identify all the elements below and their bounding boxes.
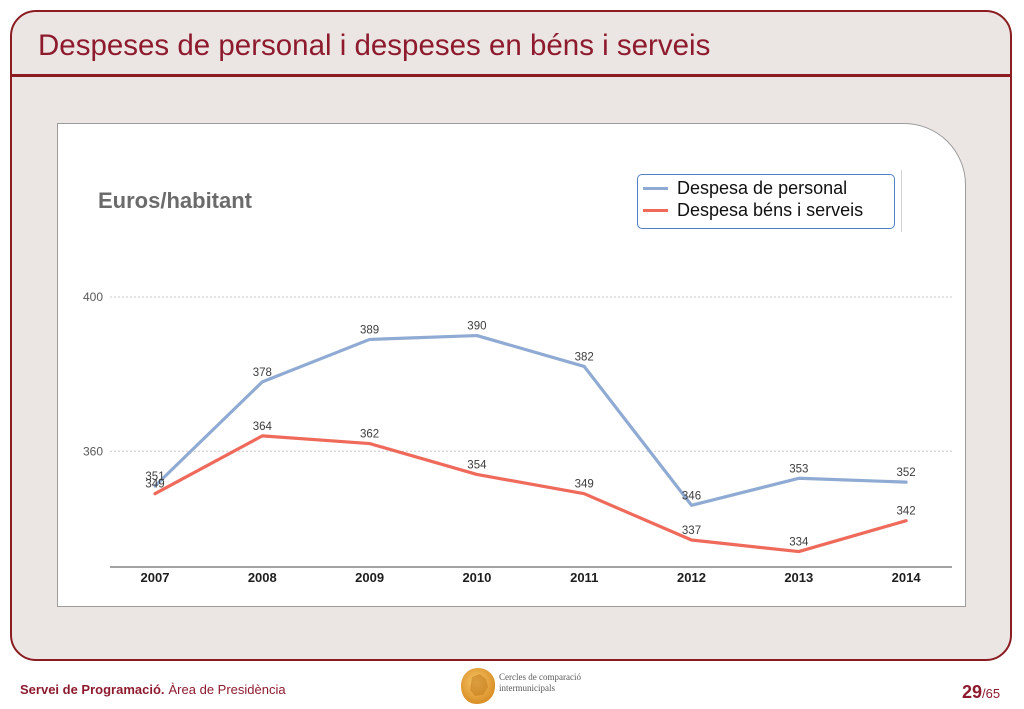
x-tick-label: 2008 bbox=[248, 570, 277, 585]
data-label: 390 bbox=[467, 321, 486, 333]
x-tick-label: 2007 bbox=[141, 570, 170, 585]
page-total: /65 bbox=[982, 686, 1001, 701]
legend-swatch-bens-serveis bbox=[643, 208, 668, 212]
y-tick-label: 360 bbox=[83, 444, 103, 458]
data-label: 354 bbox=[467, 459, 487, 471]
logo-text-line2: intermunicipals bbox=[499, 683, 555, 693]
series-line-1 bbox=[153, 333, 908, 507]
chart-panel: 400 360 2007 2008 2009 2010 2011 2012 2013 2014 35… bbox=[57, 123, 966, 607]
x-tick-label: 2013 bbox=[784, 570, 813, 585]
data-label: 352 bbox=[897, 467, 916, 479]
slide-title: Despeses de personal i despeses en béns … bbox=[38, 29, 711, 62]
legend-divider bbox=[901, 170, 902, 232]
page-number: 29/65 bbox=[962, 681, 1000, 705]
chart-unit-label: Euros/habitant bbox=[98, 188, 253, 213]
cercles-logo-icon bbox=[461, 668, 496, 704]
legend-label-bens-serveis: Despesa béns i serveis bbox=[677, 200, 864, 220]
data-label: 349 bbox=[145, 479, 164, 491]
x-tick-label: 2011 bbox=[570, 570, 598, 585]
data-label: 353 bbox=[789, 463, 808, 475]
x-tick-label: 2010 bbox=[462, 570, 491, 585]
footer-org-area: Àrea de Presidència bbox=[168, 682, 286, 697]
legend-label-personal: Despesa de personal bbox=[677, 178, 848, 198]
data-label: 334 bbox=[789, 537, 809, 549]
logo-text: Cercles de comparació intermunicipals bbox=[499, 672, 581, 694]
data-label: 351 bbox=[145, 471, 164, 483]
footer-org-name: Servei de Programació. bbox=[20, 682, 165, 697]
x-tick-label: 2009 bbox=[355, 570, 384, 585]
data-label: 342 bbox=[897, 506, 916, 518]
logo-text-line1: Cercles de comparació bbox=[499, 672, 581, 682]
data-label: 349 bbox=[575, 479, 594, 491]
legend-swatch-personal bbox=[643, 186, 668, 190]
data-label: 364 bbox=[253, 421, 273, 433]
legend-item-personal: Despesa de personal bbox=[638, 177, 894, 199]
series-line-2 bbox=[153, 434, 908, 554]
footer-organization: Servei de Programació. Àrea de Presidènci… bbox=[20, 682, 286, 698]
x-tick-label: 2012 bbox=[677, 570, 706, 585]
data-label: 382 bbox=[575, 351, 594, 363]
title-divider bbox=[12, 74, 1010, 77]
chart-legend: Despesa de personal Despesa béns i serve… bbox=[637, 174, 895, 229]
data-label: 337 bbox=[682, 525, 701, 537]
data-label: 346 bbox=[682, 490, 701, 502]
data-label: 389 bbox=[360, 324, 379, 336]
x-tick-label: 2014 bbox=[892, 570, 922, 585]
y-tick-label: 400 bbox=[83, 290, 103, 304]
legend-item-bens-serveis: Despesa béns i serveis bbox=[638, 199, 894, 221]
data-label: 378 bbox=[253, 367, 272, 379]
line-chart: 400 360 2007 2008 2009 2010 2011 2012 2013 2014 35… bbox=[83, 290, 952, 585]
data-label: 362 bbox=[360, 429, 379, 441]
page-current: 29 bbox=[962, 682, 983, 702]
